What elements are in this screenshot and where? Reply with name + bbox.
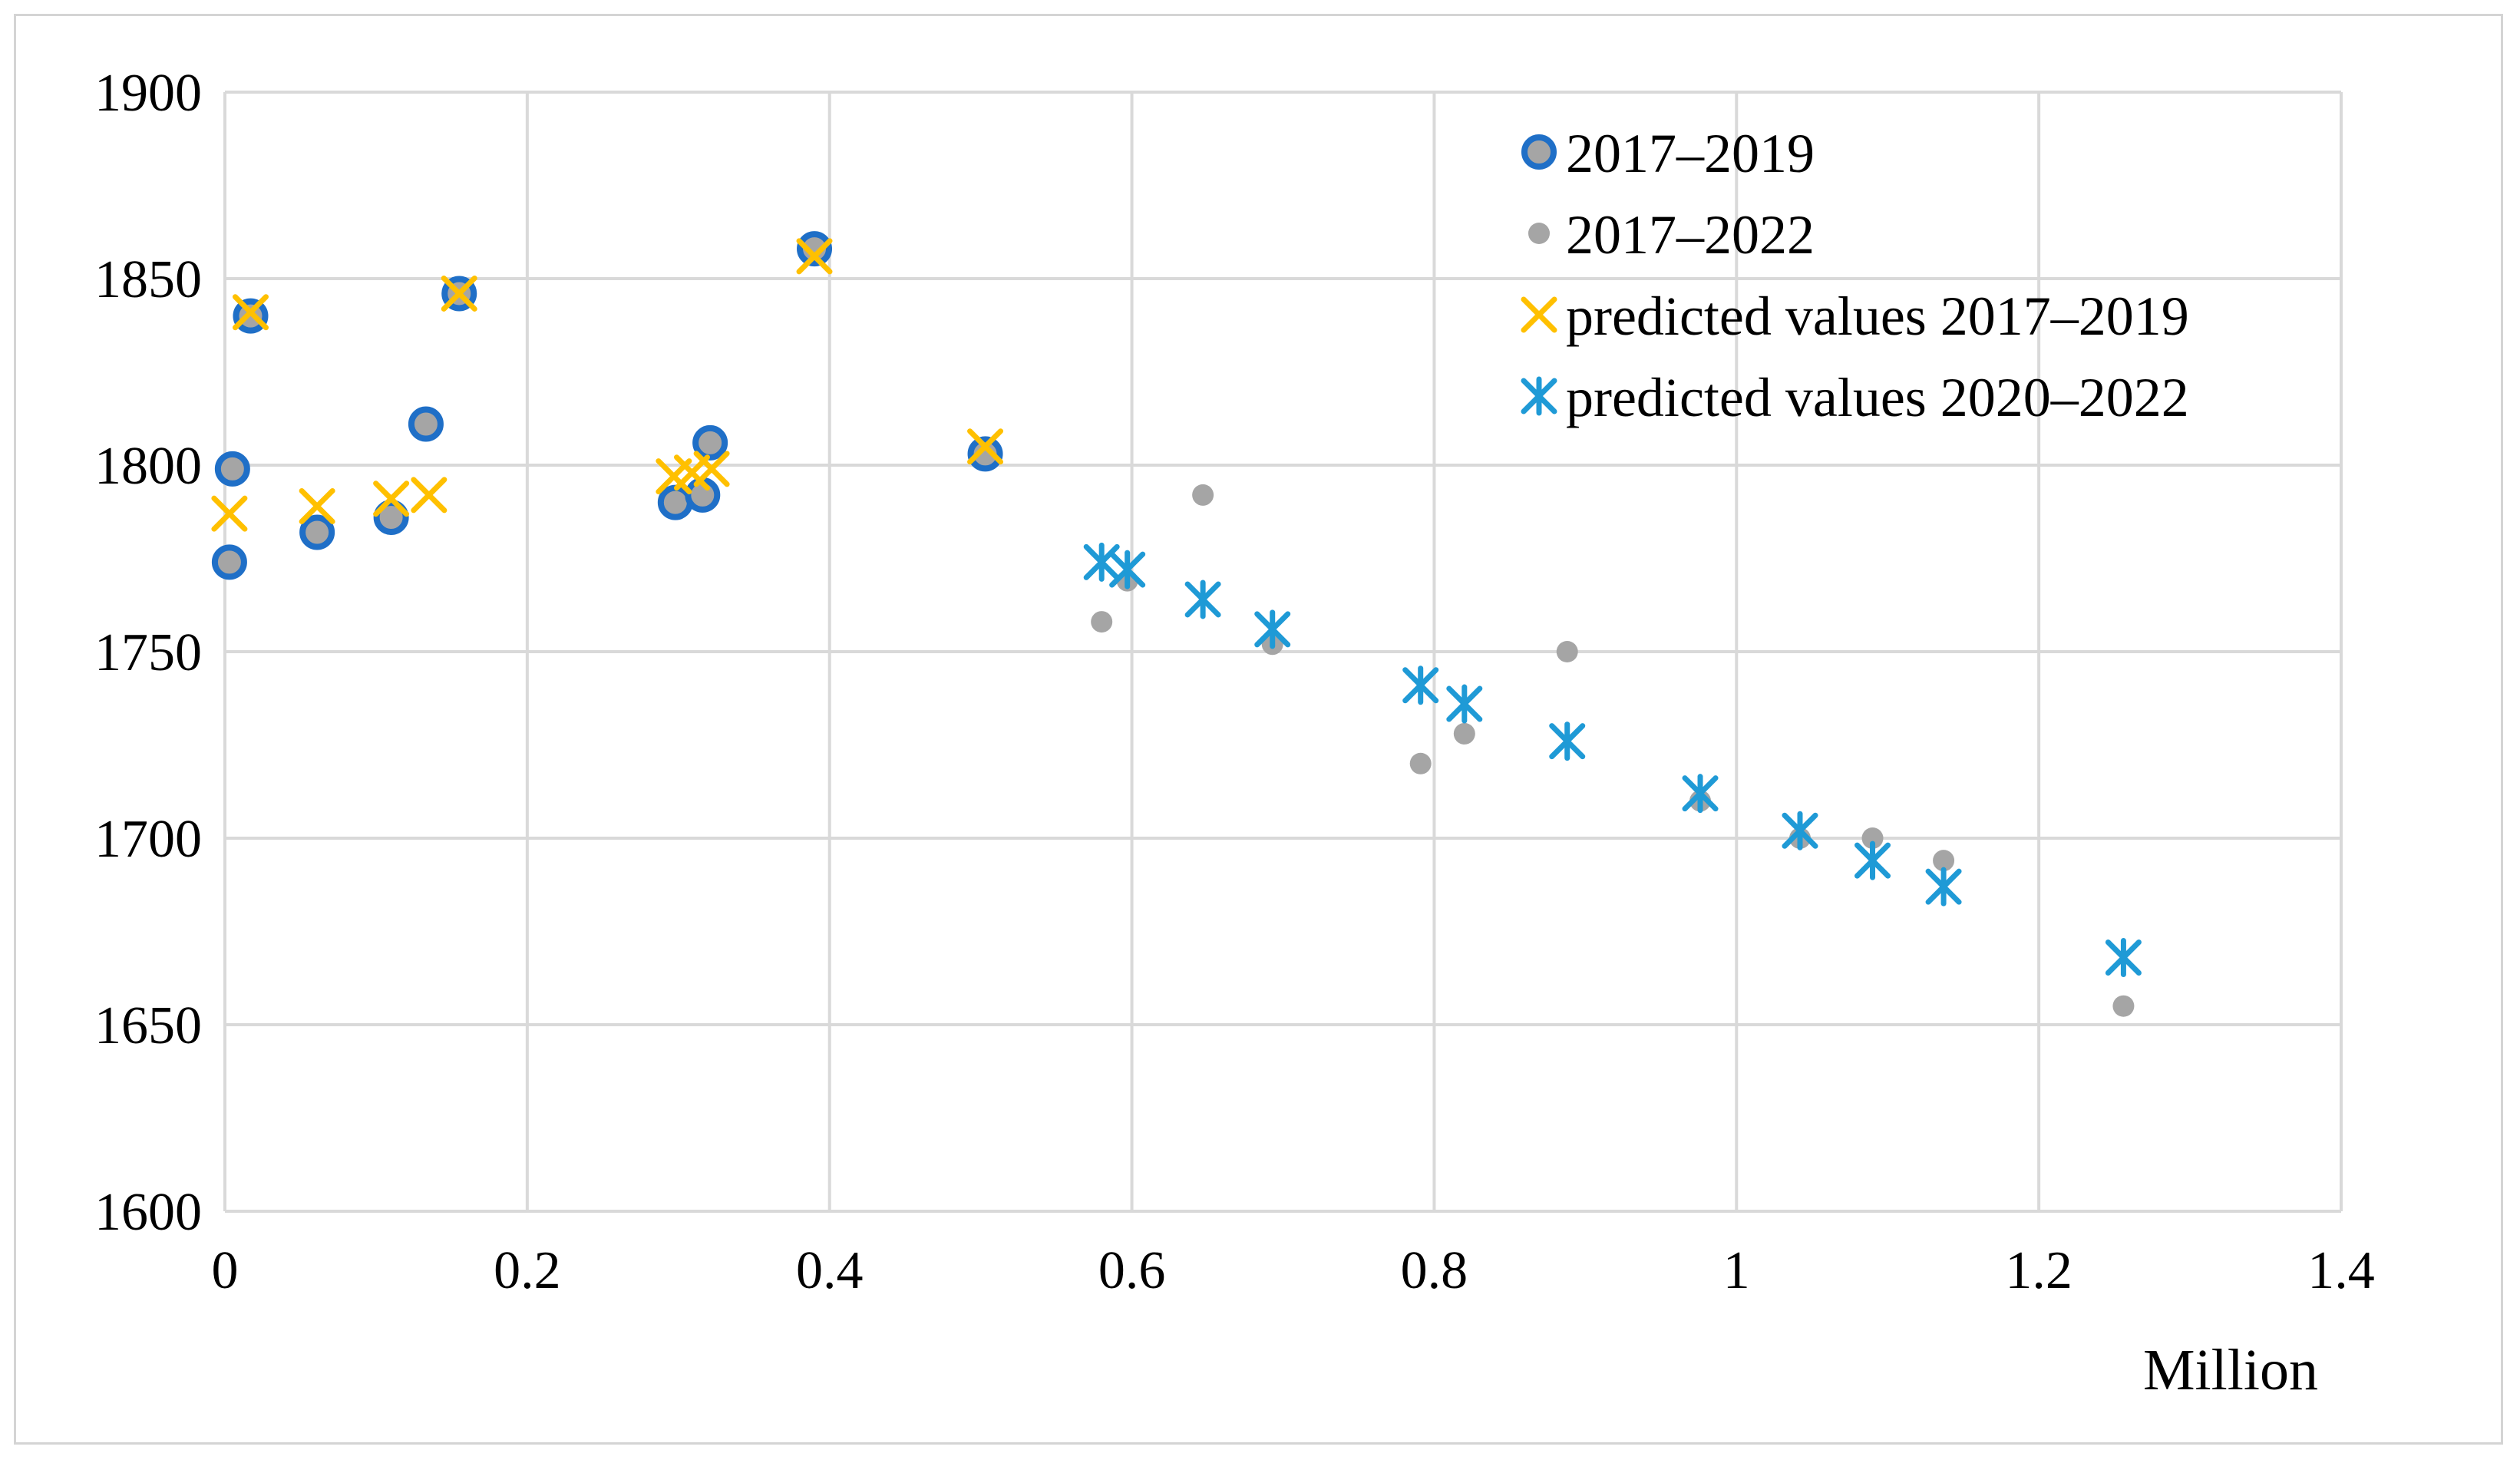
marker-circle bbox=[214, 451, 250, 487]
legend-label: predicted values 2020–2022 bbox=[1566, 367, 2189, 428]
series-predicted-2020-2022-point bbox=[1254, 609, 1291, 649]
marker-x-stroke bbox=[1521, 296, 1557, 333]
series-predicted-2017-2019-point bbox=[967, 428, 1004, 465]
series-2017-2019-point bbox=[408, 406, 444, 442]
marker-circle bbox=[1521, 134, 1557, 170]
legend-label: predicted values 2017–2019 bbox=[1566, 286, 2189, 347]
marker-circle bbox=[211, 544, 247, 580]
legend-marker bbox=[1521, 376, 1557, 416]
y-tick-label: 1800 bbox=[94, 437, 202, 496]
marker-circle bbox=[299, 514, 335, 550]
series-predicted-2017-2019-point bbox=[796, 238, 833, 275]
legend-label: 2017–2022 bbox=[1566, 204, 1815, 266]
series-2017-2019-point bbox=[211, 544, 247, 580]
marker-x-stroke bbox=[211, 495, 248, 532]
series-predicted-2020-2022-point bbox=[1925, 867, 1962, 907]
series-predicted-2020-2022-point bbox=[1549, 722, 1586, 761]
y-tick-label: 1600 bbox=[94, 1183, 202, 1242]
series-predicted-2020-2022-point bbox=[1682, 774, 1719, 814]
series-predicted-2020-2022-point bbox=[1083, 542, 1120, 582]
marker-x-stroke bbox=[693, 451, 730, 487]
series-2017-2022-point bbox=[1861, 827, 1884, 849]
marker-dot bbox=[2112, 995, 2135, 1017]
x-axis-label: Million bbox=[2143, 1338, 2318, 1402]
marker-x-stroke bbox=[299, 487, 335, 524]
x-tick-label: 0.6 bbox=[1098, 1241, 1166, 1300]
marker-x-stroke bbox=[796, 238, 833, 275]
series-predicted-2017-2019-point bbox=[693, 451, 730, 487]
marker-circle bbox=[692, 424, 728, 461]
marker-circle bbox=[797, 231, 833, 267]
marker-dot bbox=[1861, 827, 1884, 849]
series-2017-2022-point bbox=[1192, 484, 1214, 506]
series-3 bbox=[1083, 542, 2142, 978]
marker-circle bbox=[408, 406, 444, 442]
marker-x-stroke bbox=[232, 294, 269, 331]
legend: 2017–2019 2017–2022 predicted values 2017–… bbox=[1521, 123, 2189, 428]
series-2017-2019-point bbox=[797, 231, 833, 267]
series-2017-2019-point bbox=[692, 424, 728, 461]
x-tick-label: 0 bbox=[212, 1241, 239, 1300]
marker-circle bbox=[373, 500, 409, 536]
grid-layer bbox=[223, 91, 2343, 1213]
marker-dot bbox=[1556, 641, 1578, 662]
series-2017-2019-point bbox=[967, 436, 1003, 472]
series-predicted-2020-2022-point bbox=[1854, 840, 1891, 880]
y-tick-label: 1700 bbox=[94, 810, 202, 869]
series-predicted-2017-2019-point bbox=[373, 481, 410, 517]
series-2017-2022-point bbox=[1409, 752, 1432, 774]
marks-layer bbox=[211, 231, 2142, 1017]
marker-x-stroke bbox=[373, 481, 410, 517]
y-tick-label: 1750 bbox=[94, 623, 202, 682]
x-tick-label: 1.2 bbox=[2005, 1241, 2072, 1300]
marker-dot bbox=[1091, 611, 1113, 633]
y-tick-label: 1650 bbox=[94, 996, 202, 1055]
series-2017-2022-point bbox=[1453, 722, 1475, 745]
marker-x-stroke bbox=[967, 428, 1004, 465]
series-1 bbox=[1091, 484, 2135, 1017]
series-predicted-2017-2019-point bbox=[232, 294, 269, 331]
series-0 bbox=[211, 231, 1003, 580]
series-predicted-2020-2022-point bbox=[1109, 550, 1146, 589]
y-tick-label: 1850 bbox=[94, 250, 202, 309]
x-tick-label: 1 bbox=[1723, 1241, 1750, 1300]
x-tick-label: 0.8 bbox=[1401, 1241, 1468, 1300]
series-2017-2022-point bbox=[1556, 641, 1578, 662]
series-predicted-2020-2022-point bbox=[2105, 938, 2142, 978]
marker-dot bbox=[1933, 850, 1955, 872]
series-2017-2019-point bbox=[214, 451, 250, 487]
legend-marker bbox=[1521, 296, 1557, 333]
y-tick-label: 1900 bbox=[94, 64, 202, 123]
marker-dot bbox=[1409, 752, 1432, 774]
legend-marker bbox=[1528, 223, 1550, 244]
series-2 bbox=[211, 238, 1004, 532]
marker-dot bbox=[1528, 223, 1550, 244]
series-2017-2022-point bbox=[1091, 611, 1113, 633]
series-predicted-2020-2022-point bbox=[1782, 811, 1818, 850]
series-predicted-2020-2022-point bbox=[1446, 684, 1483, 724]
marker-circle bbox=[967, 436, 1003, 472]
series-predicted-2020-2022-point bbox=[1402, 665, 1439, 705]
series-predicted-2017-2019-point bbox=[411, 477, 448, 514]
legend-label: 2017–2019 bbox=[1566, 123, 1815, 184]
series-2017-2019-point bbox=[299, 514, 335, 550]
marker-x-stroke bbox=[441, 275, 477, 312]
chart-frame bbox=[14, 14, 2503, 1445]
legend-marker bbox=[1521, 134, 1557, 170]
x-tick-label: 1.4 bbox=[2307, 1241, 2375, 1300]
series-predicted-2017-2019-point bbox=[211, 495, 248, 532]
x-tick-label: 0.2 bbox=[494, 1241, 561, 1300]
x-tick-label: 0.4 bbox=[796, 1241, 864, 1300]
marker-dot bbox=[1192, 484, 1214, 506]
axes-layer: 0 0.2 0.4 0.6 0.8 1 1.2 1.4 1600 1650 1700 1750 1800… bbox=[94, 64, 2375, 1300]
series-predicted-2020-2022-point bbox=[1184, 580, 1221, 619]
series-predicted-2017-2019-point bbox=[299, 487, 335, 524]
series-2017-2022-point bbox=[1933, 850, 1955, 872]
series-predicted-2017-2019-point bbox=[441, 275, 477, 312]
marker-dot bbox=[1453, 722, 1475, 745]
series-2017-2022-point bbox=[2112, 995, 2135, 1017]
series-2017-2019-point bbox=[373, 500, 409, 536]
marker-x-stroke bbox=[411, 477, 448, 514]
